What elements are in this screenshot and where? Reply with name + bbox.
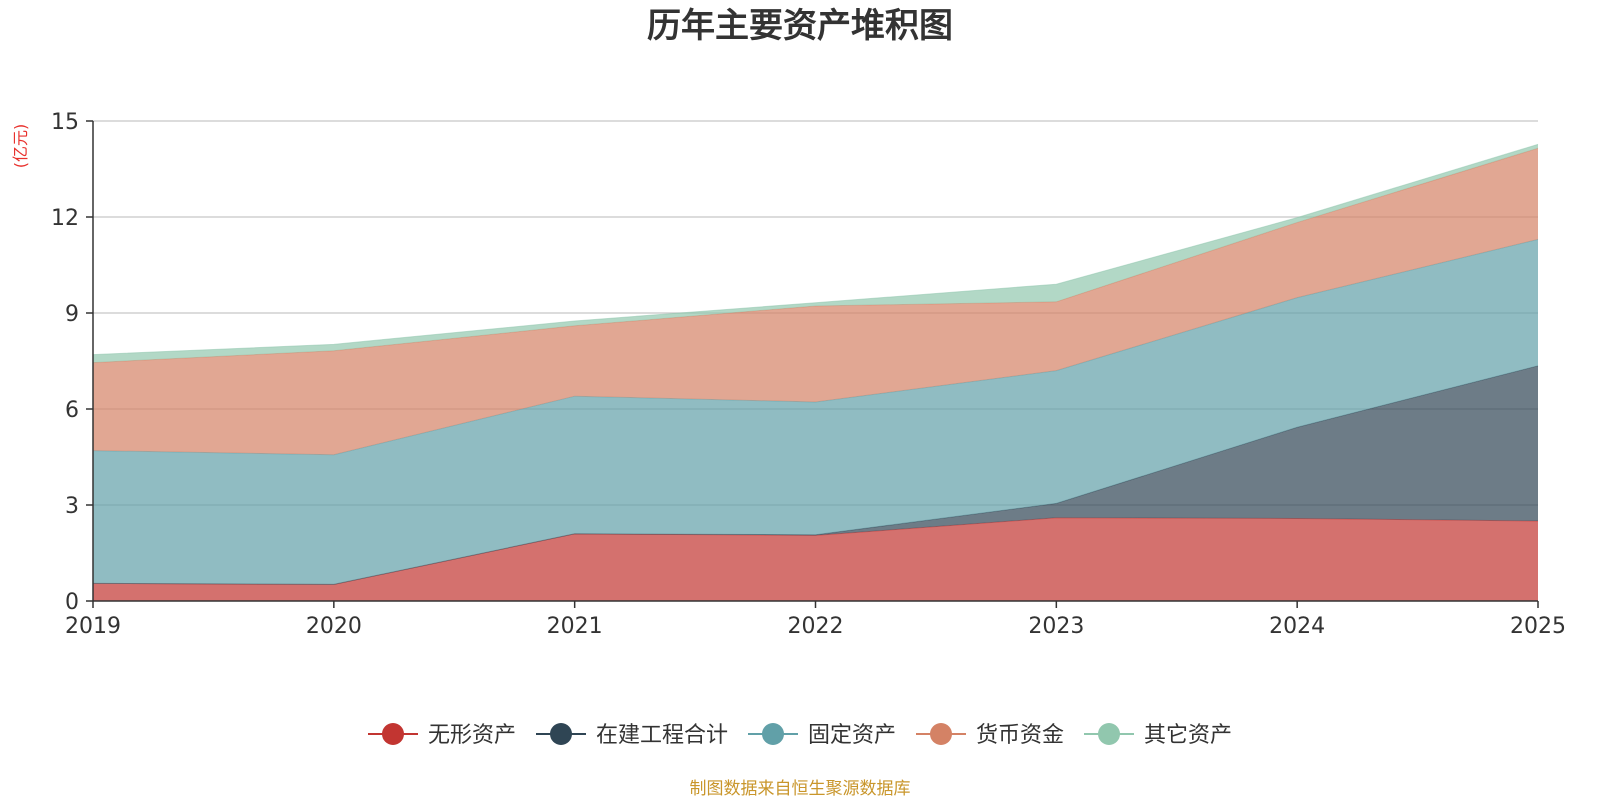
area-series-3[interactable] — [93, 148, 1538, 455]
legend-item-3[interactable]: 货币资金 — [916, 723, 1064, 748]
y-axis-unit: (亿元) — [11, 124, 30, 169]
legend-marker — [930, 723, 952, 745]
y-tick-label: 3 — [65, 494, 79, 519]
series-line-4 — [92, 143, 1539, 356]
legend[interactable]: 无形资产 在建工程合计 固定资产 货币资金 其它资产 — [368, 723, 1232, 748]
x-tick-label: 2019 — [65, 614, 121, 639]
x-tick-label: 2020 — [306, 614, 362, 639]
chart-title: 历年主要资产堆积图 — [647, 6, 953, 46]
x-tick-label: 2025 — [1510, 614, 1566, 639]
area-series-2[interactable] — [93, 239, 1538, 585]
legend-marker — [382, 723, 404, 745]
legend-label: 其它资产 — [1144, 723, 1232, 748]
x-tick-label: 2023 — [1028, 614, 1084, 639]
x-tick-label: 2021 — [547, 614, 603, 639]
y-tick-label: 9 — [65, 302, 79, 327]
legend-item-4[interactable]: 其它资产 — [1084, 723, 1232, 748]
legend-marker — [1098, 723, 1120, 745]
legend-label: 在建工程合计 — [596, 723, 728, 748]
legend-item-0[interactable]: 无形资产 — [368, 723, 516, 748]
y-tick-label: 6 — [65, 398, 79, 423]
legend-label: 货币资金 — [976, 723, 1064, 748]
x-tick-label: 2024 — [1269, 614, 1325, 639]
y-tick-label: 12 — [51, 206, 79, 231]
legend-label: 无形资产 — [428, 723, 516, 748]
legend-label: 固定资产 — [808, 723, 896, 748]
legend-marker — [762, 723, 784, 745]
y-tick-label: 15 — [51, 110, 79, 135]
y-tick-label: 0 — [65, 590, 79, 615]
area-series-0[interactable] — [93, 517, 1538, 601]
axis-layer: 0 3 6 9 12 15 2019 2020 2021 2022 2023 2024 2025 — [51, 110, 1566, 639]
legend-marker — [550, 723, 572, 745]
area-series-1[interactable] — [93, 365, 1538, 585]
area-layer — [92, 143, 1539, 601]
x-tick-label: 2022 — [788, 614, 844, 639]
legend-item-2[interactable]: 固定资产 — [748, 723, 896, 748]
legend-item-1[interactable]: 在建工程合计 — [536, 723, 728, 748]
source-note: 制图数据来自恒生聚源数据库 — [690, 779, 911, 799]
